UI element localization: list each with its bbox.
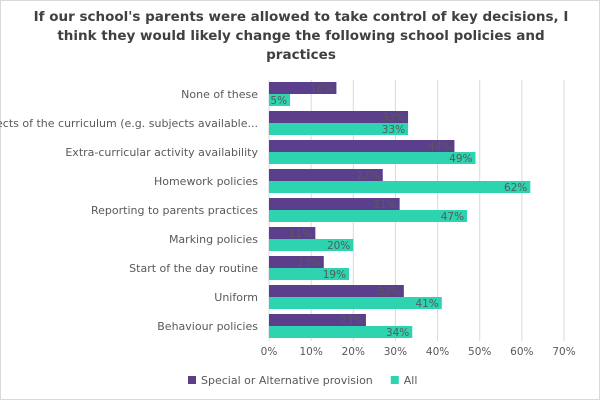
x-tick-label: 10% — [299, 346, 322, 358]
x-tick-label: 20% — [342, 346, 365, 358]
legend-entry: Special or Alternative provision — [201, 374, 373, 387]
bar-special — [269, 82, 337, 94]
bar-all — [269, 268, 350, 280]
category-label: Aspects of the curriculum (e.g. subjects… — [0, 117, 258, 130]
data-label: 20% — [327, 240, 350, 252]
bar-special — [269, 314, 366, 326]
data-label: 33% — [382, 124, 405, 136]
x-tick-label: 0% — [261, 346, 278, 358]
bar-special — [269, 140, 455, 152]
category-label: Reporting to parents practices — [91, 204, 258, 217]
data-label: 13% — [297, 257, 320, 269]
category-label: Start of the day routine — [129, 262, 258, 275]
data-label: 31% — [373, 199, 396, 211]
data-label: 44% — [428, 141, 451, 153]
x-tick-label: 60% — [510, 346, 533, 358]
x-tick-label: 70% — [552, 346, 575, 358]
bar-special — [269, 285, 404, 297]
data-label: 27% — [356, 170, 379, 182]
legend-swatch — [188, 376, 196, 384]
x-tick-label: 30% — [384, 346, 407, 358]
category-label: None of these — [181, 88, 258, 101]
bar-special — [269, 227, 316, 239]
bar-all — [269, 123, 409, 135]
bar-special — [269, 169, 383, 181]
bar-all — [269, 297, 442, 309]
data-label: 19% — [323, 269, 346, 281]
data-label: 5% — [270, 95, 287, 107]
category-label: Uniform — [214, 291, 258, 304]
category-label: Behaviour policies — [157, 320, 258, 333]
category-label: Marking policies — [169, 233, 258, 246]
category-label: Homework policies — [154, 175, 258, 188]
bar-all — [269, 94, 291, 106]
legend-swatch — [390, 376, 399, 384]
data-label: 41% — [415, 298, 438, 310]
bar-all — [269, 326, 413, 338]
bar-all — [269, 152, 476, 164]
data-label: 47% — [441, 211, 464, 223]
bar-special — [269, 198, 400, 210]
data-label: 23% — [340, 315, 363, 327]
bar-all — [269, 181, 531, 193]
data-label: 34% — [386, 327, 409, 339]
data-label: 11% — [289, 228, 312, 240]
data-label: 33% — [382, 112, 405, 124]
x-tick-label: 50% — [468, 346, 491, 358]
legend-entry: All — [404, 374, 418, 387]
bar-all — [269, 210, 468, 222]
data-label: 16% — [310, 83, 333, 95]
chart-title: If our school's parents were allowed to … — [33, 9, 569, 63]
x-tick-label: 40% — [426, 346, 449, 358]
bar-all — [269, 239, 354, 251]
category-label: Extra-curricular activity availability — [65, 146, 258, 159]
bar-special — [269, 111, 409, 123]
data-label: 32% — [378, 286, 401, 298]
bar-special — [269, 256, 324, 268]
data-label: 49% — [449, 153, 472, 165]
data-label: 62% — [504, 182, 527, 194]
